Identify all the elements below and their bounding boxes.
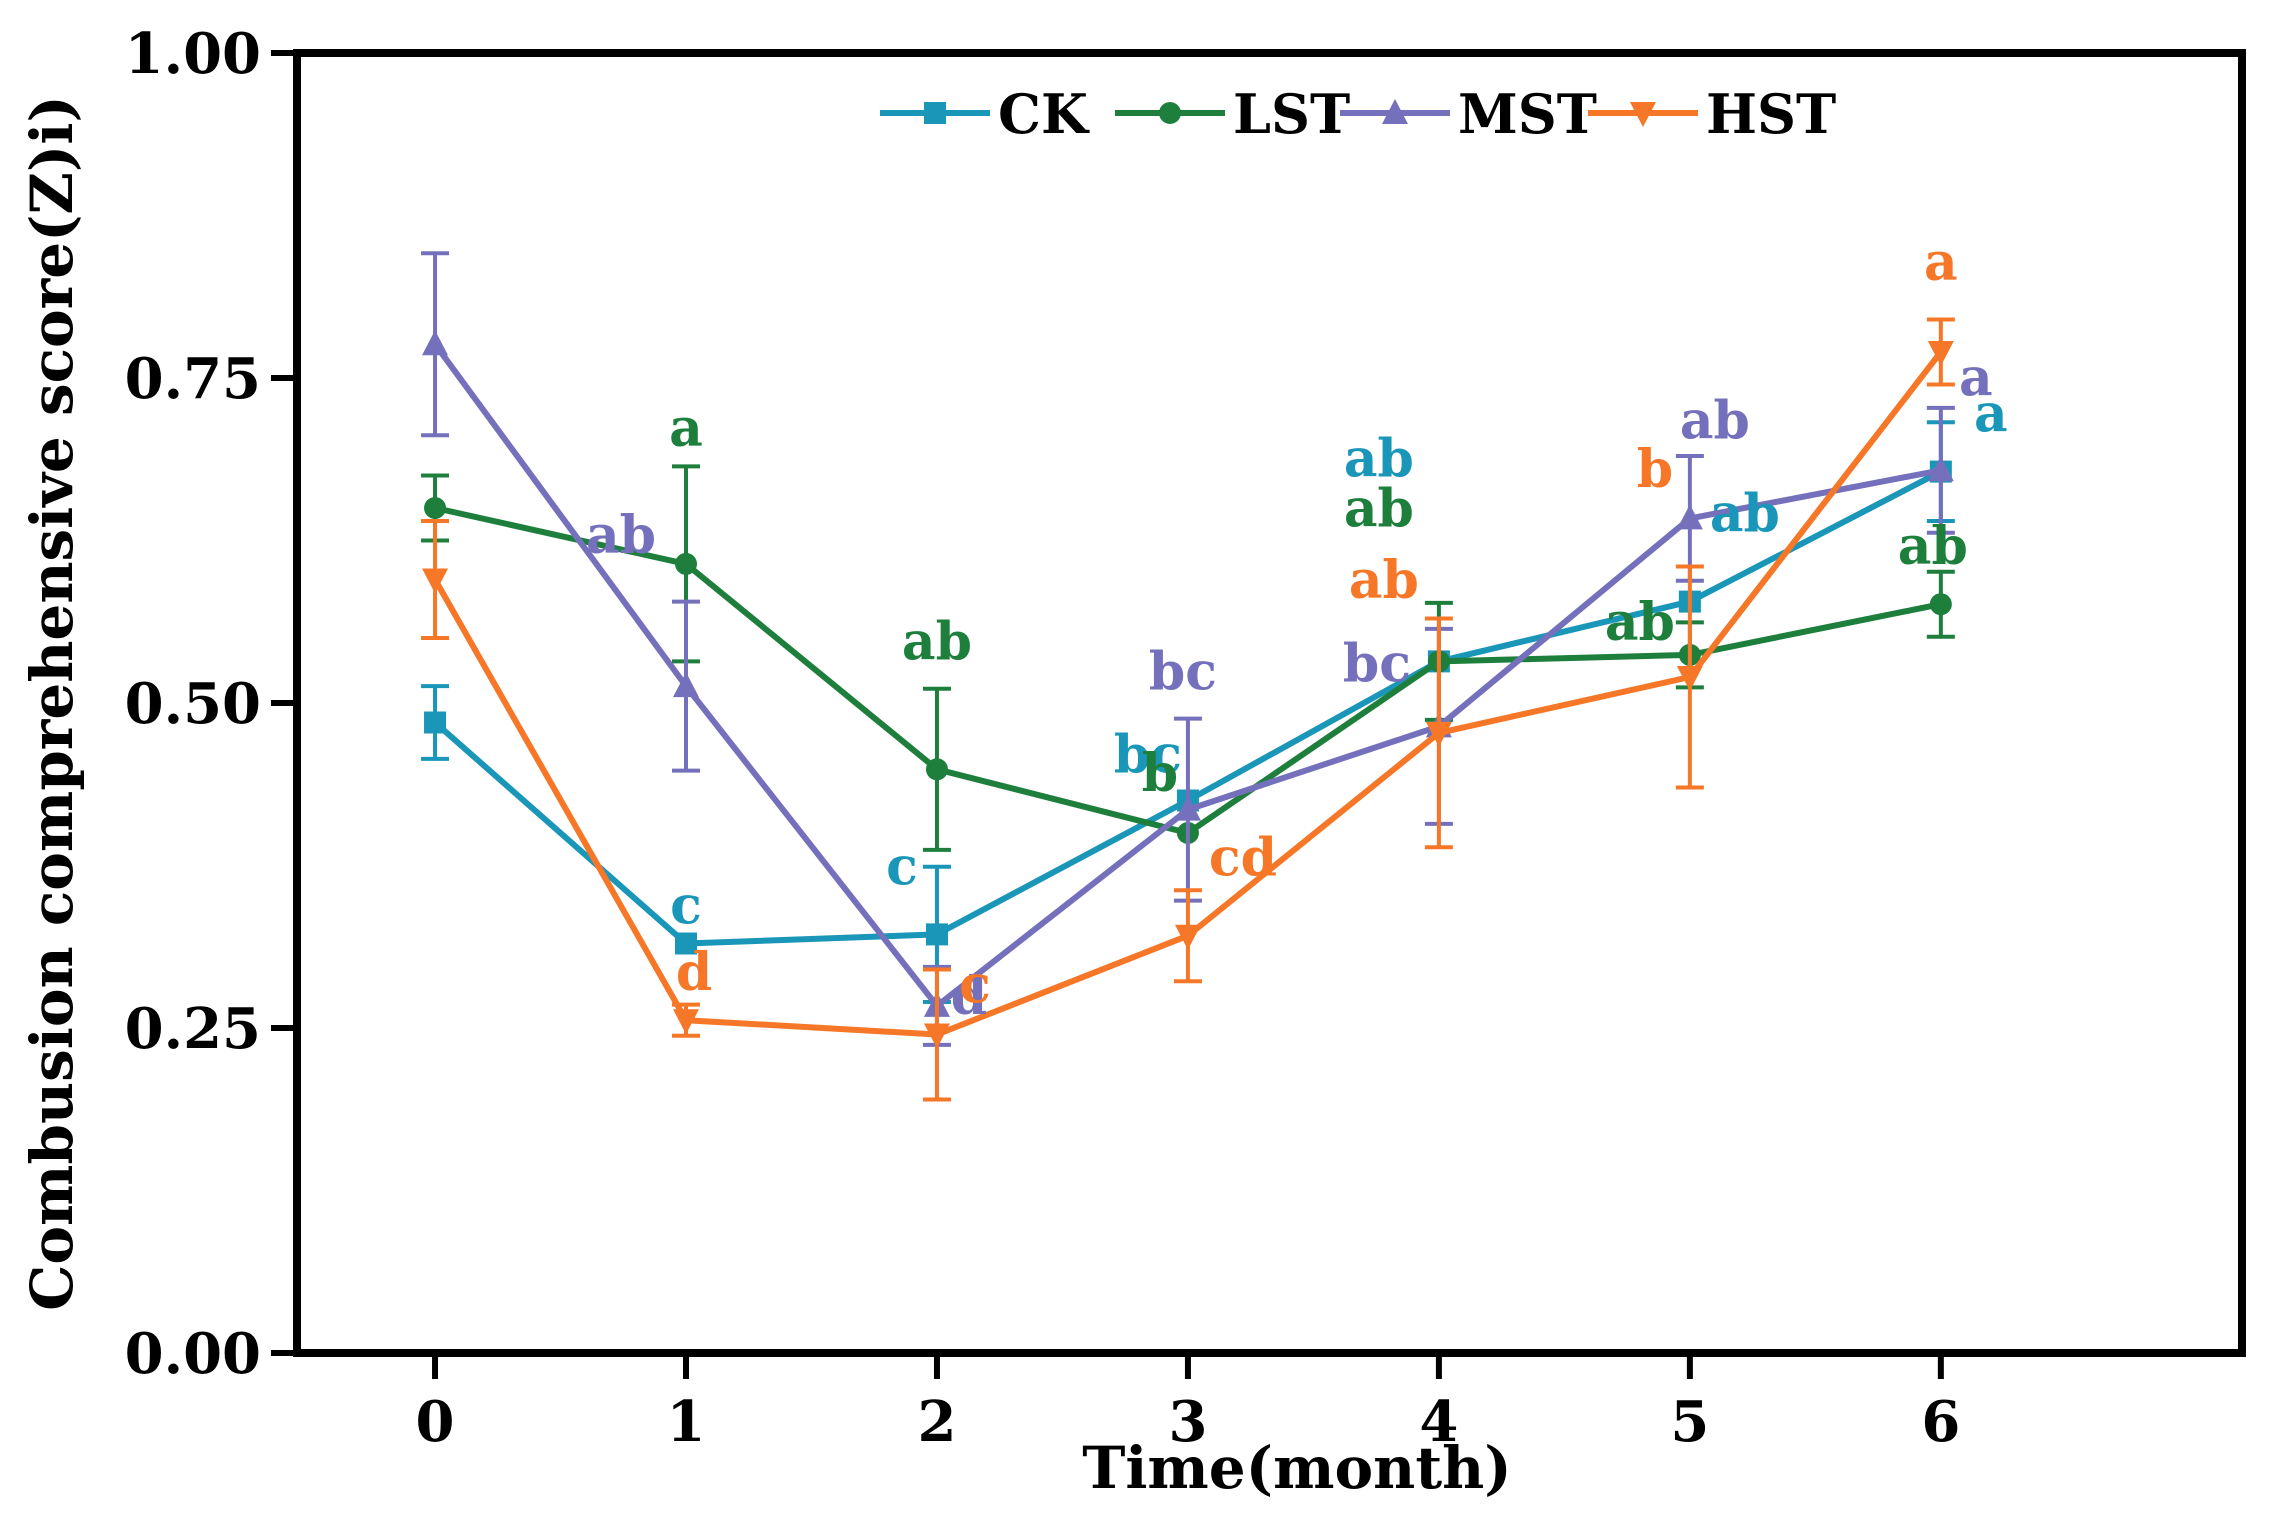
significance-letter: ab: [1680, 390, 1750, 451]
significance-letter: ab: [1898, 516, 1968, 577]
data-point: [422, 330, 449, 356]
significance-letter: ab: [1605, 592, 1675, 653]
data-point: [1425, 721, 1452, 747]
y-tick-label: 0.50: [125, 671, 261, 737]
x-tick-label: 2: [917, 1389, 956, 1455]
y-tick-label: 1.00: [125, 21, 261, 87]
significance-letter: b: [1637, 439, 1673, 500]
significance-letter: ab: [1344, 428, 1414, 489]
x-axis: 0 1 2 3 4 5 6: [416, 1353, 1960, 1455]
x-tick-label: 3: [1168, 1389, 1207, 1455]
x-tick-label: 4: [1419, 1389, 1458, 1455]
legend-item-ck: CK: [880, 82, 1090, 146]
y-tick-label: 0.00: [125, 1321, 261, 1387]
data-point: [1927, 456, 1954, 482]
x-tick-label: 0: [416, 1389, 455, 1455]
data-point: [925, 923, 948, 946]
x-tick-label: 1: [667, 1389, 706, 1455]
legend-label: MST: [1458, 82, 1597, 146]
legend-label: HST: [1706, 82, 1836, 146]
significance-letter: cd: [1209, 828, 1277, 889]
significance-letter: bc: [1343, 633, 1411, 694]
data-point: [424, 497, 447, 519]
significance-letter: ab: [902, 611, 972, 672]
data-point: [675, 552, 697, 575]
significance-letter: b: [1142, 743, 1178, 804]
x-axis-title: Time(month): [1082, 1434, 1512, 1502]
x-tick-label: 5: [1670, 1389, 1709, 1455]
data-point: [1676, 666, 1703, 691]
significance-letter: c: [670, 876, 702, 937]
significance-letter: ab: [1349, 550, 1419, 611]
significance-letter: a: [1924, 232, 1958, 293]
legend-label: CK: [998, 82, 1090, 146]
x-tick-label: 6: [1921, 1389, 1960, 1455]
data-point: [923, 1023, 950, 1049]
legend-item-hst: HST: [1588, 82, 1836, 146]
data-point: [1174, 924, 1201, 950]
legend: CK LST MST HST: [880, 82, 1836, 146]
significance-letter: ab: [1710, 484, 1780, 545]
y-axis-title: Combusion comprehensive score(Z)i): [18, 95, 86, 1311]
data-point: [673, 672, 699, 698]
data-point: [424, 711, 447, 734]
significance-letter: a: [1974, 384, 2008, 445]
significance-letter: ab: [1344, 478, 1414, 539]
significance-letter: d: [676, 942, 712, 1003]
legend-item-lst: LST: [1115, 82, 1350, 146]
significance-letter: a: [1959, 347, 1993, 408]
y-axis: 0.00 0.25 0.50 0.75 1.00: [125, 21, 297, 1387]
significance-letter: c: [886, 836, 918, 897]
y-tick-label: 0.25: [125, 996, 261, 1062]
series-hst: [421, 317, 1955, 1102]
data-point: [1929, 593, 1952, 616]
significance-letter: ab: [586, 505, 656, 566]
legend-marker: [1382, 99, 1408, 124]
significance-letter: bc: [1114, 725, 1182, 786]
data-point: [1927, 341, 1954, 366]
series-layer: [421, 251, 1955, 1102]
data-point: [1676, 504, 1703, 530]
significance-letter: d: [951, 966, 987, 1027]
significance-letter: bc: [1149, 642, 1217, 703]
y-tick-label: 0.75: [125, 346, 261, 412]
significance-letter: c: [959, 955, 991, 1016]
data-point: [925, 758, 948, 781]
data-point: [673, 1009, 699, 1035]
legend-label: LST: [1233, 82, 1350, 146]
legend-marker: [1630, 102, 1656, 127]
data-point: [422, 568, 449, 594]
data-point: [1174, 795, 1201, 821]
data-point: [675, 932, 697, 955]
legend-marker: [924, 102, 946, 124]
legend-marker: [1159, 102, 1181, 124]
legend-item-mst: MST: [1340, 82, 1597, 146]
significance-letter: a: [669, 398, 703, 459]
